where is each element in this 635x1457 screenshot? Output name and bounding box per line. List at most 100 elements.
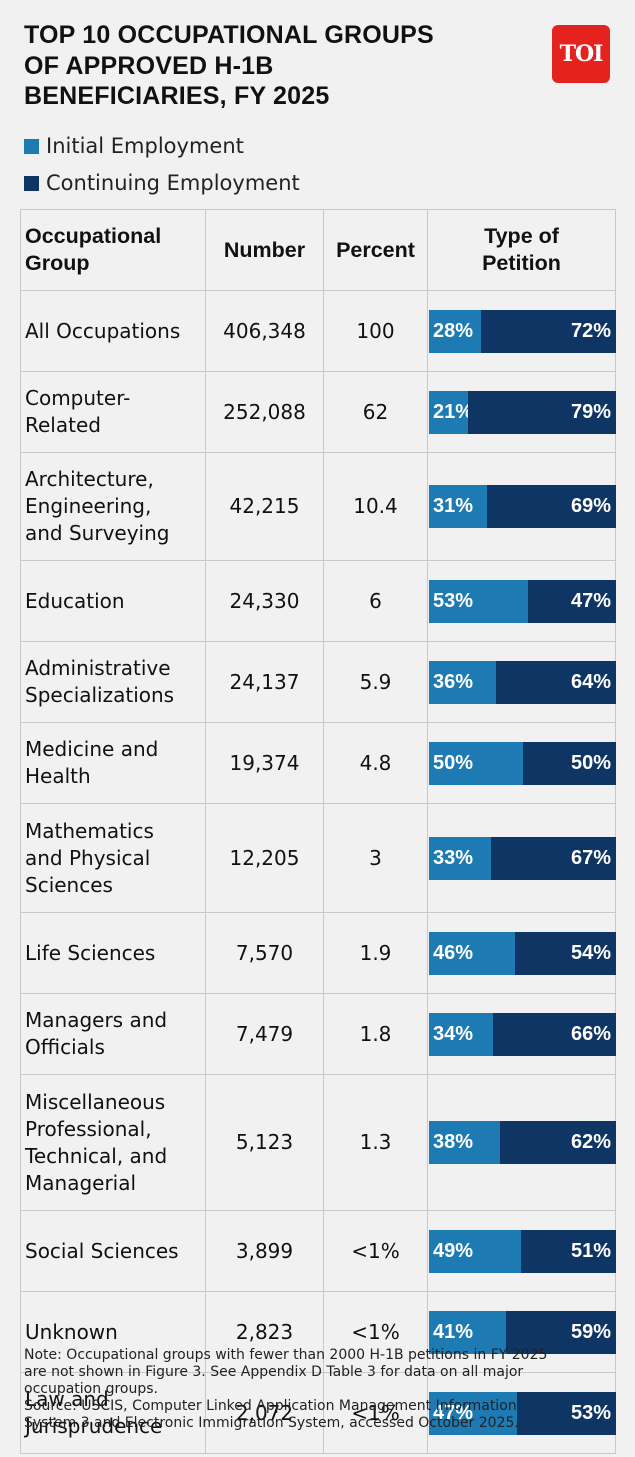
header-percent: Percent <box>323 209 428 291</box>
petition-bar: 21% 79% <box>429 390 616 434</box>
cell-type: 47% 53% <box>427 1372 616 1454</box>
bar-segment-initial: 28% <box>429 309 482 353</box>
cell-percent: 5.9 <box>323 641 428 723</box>
cell-group: Social Sciences <box>20 1210 206 1292</box>
title-line: BENEFICIARIES, FY 2025 <box>24 82 330 110</box>
table-row: Life Sciences 7,570 1.9 46% 54% <box>20 912 616 994</box>
bar-segment-initial: 33% <box>429 836 491 880</box>
petition-bar: 36% 64% <box>429 660 616 704</box>
petition-bar: 28% 72% <box>429 309 616 353</box>
petition-bar: 47% 53% <box>429 1391 616 1435</box>
legend-label: Initial Employment <box>46 134 244 158</box>
group-label: Architecture, Engineering, and Surveying <box>25 467 170 545</box>
cell-number: 24,330 <box>205 560 324 642</box>
cell-group: Miscellaneous Professional, Technical, a… <box>20 1074 206 1211</box>
cell-number: 7,570 <box>205 912 324 994</box>
cell-percent: 4.8 <box>323 722 428 804</box>
cell-percent: 6 <box>323 560 428 642</box>
cell-group: Life Sciences <box>20 912 206 994</box>
bar-segment-continuing: 59% <box>505 1310 616 1354</box>
note-line: occupation groups. <box>24 1381 158 1397</box>
bar-segment-continuing: 62% <box>500 1121 616 1164</box>
cell-type: 31% 69% <box>427 452 616 561</box>
cell-percent: 1.9 <box>323 912 428 994</box>
group-label: Miscellaneous Professional, Technical, a… <box>25 1089 168 1195</box>
bar-segment-continuing: 66% <box>492 1012 616 1056</box>
cell-type: 53% 47% <box>427 560 616 642</box>
petition-bar: 50% 50% <box>429 741 616 785</box>
cell-group: Mathematics and Physical Sciences <box>20 803 206 913</box>
bar-segment-continuing: 72% <box>481 309 616 353</box>
cell-group: Administrative Specializations <box>20 641 206 723</box>
group-label: Medicine and Health <box>25 737 159 788</box>
header-group: Occupational Group <box>20 209 206 291</box>
bar-segment-continuing: 67% <box>490 836 616 880</box>
bar-segment-continuing: 69% <box>486 485 616 528</box>
cell-percent: 10.4 <box>323 452 428 561</box>
petition-bar: 38% 62% <box>429 1121 616 1164</box>
petition-bar: 46% 54% <box>429 931 616 975</box>
petition-bar: 53% 47% <box>429 579 616 623</box>
cell-percent: 100 <box>323 290 428 372</box>
note-line: Source: USCIS, Computer Linked Applicati… <box>24 1398 517 1414</box>
table-row: Law and Jurisprudence 2,072 <1% 47% 53% <box>20 1372 616 1454</box>
footnote: Note: Occupational groups with fewer tha… <box>24 1347 594 1432</box>
group-label: Life Sciences <box>25 940 156 965</box>
bar-segment-initial: 34% <box>429 1012 493 1056</box>
note-line: Note: Occupational groups with fewer tha… <box>24 1347 548 1363</box>
bar-segment-initial: 36% <box>429 660 497 704</box>
bar-segment-initial: 41% <box>429 1310 506 1354</box>
group-label: Administrative Specializations <box>25 656 175 707</box>
bar-segment-continuing: 79% <box>468 390 616 434</box>
group-label: Unknown <box>25 1319 118 1344</box>
petition-bar: 41% 59% <box>429 1310 616 1354</box>
chart-title: TOP 10 OCCUPATIONAL GROUPS OF APPROVED H… <box>24 20 494 112</box>
table-body: All Occupations 406,348 100 28% 72% Computer-… <box>20 290 616 1454</box>
header-type: Type of Petition <box>427 209 616 291</box>
header-number: Number <box>205 209 324 291</box>
table-row: Education 24,330 6 53% 47% <box>20 560 616 642</box>
cell-type: 21% 79% <box>427 371 616 453</box>
cell-number: 7,479 <box>205 993 324 1075</box>
cell-number: 19,374 <box>205 722 324 804</box>
cell-group: Education <box>20 560 206 642</box>
cell-number: 252,088 <box>205 371 324 453</box>
cell-percent: <1% <box>323 1210 428 1292</box>
bar-segment-initial: 38% <box>429 1121 501 1164</box>
table-row: Computer-Related 252,088 62 21% 79% <box>20 371 616 453</box>
cell-number: 24,137 <box>205 641 324 723</box>
bar-segment-continuing: 51% <box>520 1229 616 1273</box>
bar-segment-initial: 46% <box>429 931 516 975</box>
note-line: are not shown in Figure 3. See Appendix … <box>24 1364 524 1380</box>
cell-number: 2,072 <box>205 1372 324 1454</box>
bar-segment-continuing: 54% <box>515 931 616 975</box>
header-row: Occupational Group Number Percent Type o… <box>20 209 616 291</box>
cell-group: Medicine and Health <box>20 722 206 804</box>
header-group-label: Occupational Group <box>25 224 162 275</box>
cell-type: 38% 62% <box>427 1074 616 1211</box>
cell-number: 5,123 <box>205 1074 324 1211</box>
table-row: Medicine and Health 19,374 4.8 50% 50% <box>20 722 616 804</box>
cell-group: Unknown <box>20 1291 206 1373</box>
petition-bar: 49% 51% <box>429 1229 616 1273</box>
group-label: Managers and Officials <box>25 1008 168 1059</box>
group-label: Education <box>25 588 125 613</box>
bar-segment-initial: 31% <box>429 485 487 528</box>
cell-number: 3,899 <box>205 1210 324 1292</box>
cell-percent: <1% <box>323 1291 428 1373</box>
bar-segment-initial: 21% <box>429 390 473 434</box>
cell-group: Law and Jurisprudence <box>20 1372 206 1454</box>
group-label: Computer-Related <box>25 386 131 437</box>
cell-type: 33% 67% <box>427 803 616 913</box>
toi-logo: TOI <box>552 25 610 83</box>
cell-type: 49% 51% <box>427 1210 616 1292</box>
table-row: Social Sciences 3,899 <1% 49% 51% <box>20 1210 616 1292</box>
cell-number: 2,823 <box>205 1291 324 1373</box>
cell-type: 34% 66% <box>427 993 616 1075</box>
legend-item-initial: Initial Employment <box>24 134 244 158</box>
cell-type: 50% 50% <box>427 722 616 804</box>
legend-swatch-continuing <box>24 175 39 191</box>
petition-bar: 33% 67% <box>429 836 616 880</box>
cell-type: 28% 72% <box>427 290 616 372</box>
table-row: Administrative Specializations 24,137 5.9 3… <box>20 641 616 723</box>
